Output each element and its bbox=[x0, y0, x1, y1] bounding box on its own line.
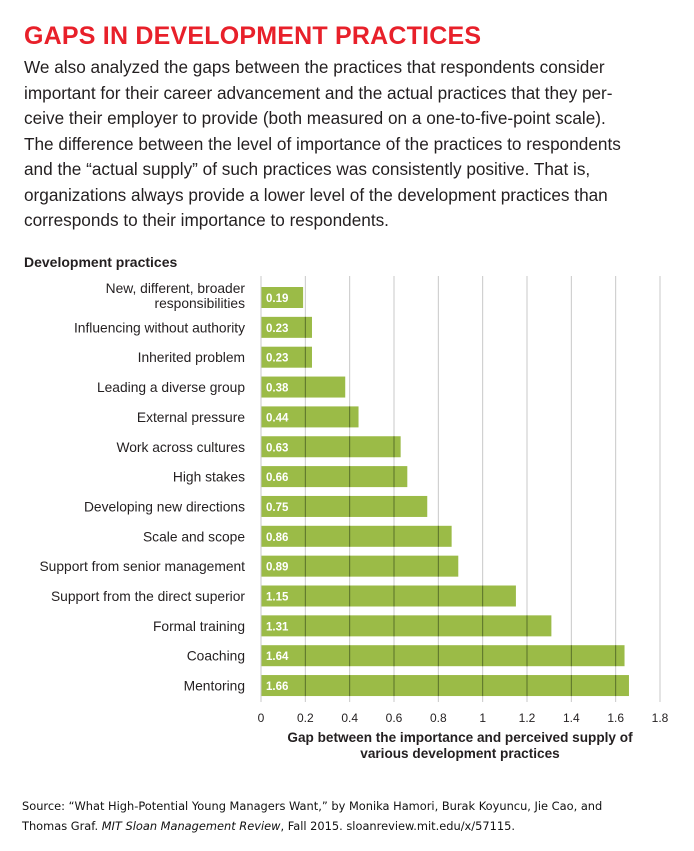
bar-value-label: 0.23 bbox=[266, 353, 288, 365]
category-label: Inherited problem bbox=[138, 350, 245, 365]
x-tick-label: 1.6 bbox=[607, 711, 624, 725]
intro-line: We also analyzed the gaps between the pr… bbox=[24, 57, 605, 77]
x-axis-title-line: Gap between the importance and perceived… bbox=[287, 730, 633, 745]
x-tick-label: 1 bbox=[479, 711, 486, 725]
bar-value-label: 0.38 bbox=[266, 383, 289, 395]
x-axis-title: Gap between the importance and perceived… bbox=[287, 730, 633, 761]
intro-line: organizations always provide a lower lev… bbox=[24, 184, 608, 205]
bar-value-label: 0.23 bbox=[266, 323, 288, 335]
bar-value-label: 1.15 bbox=[266, 592, 289, 604]
category-label: Support from senior management bbox=[39, 559, 245, 574]
category-label: External pressure bbox=[137, 410, 245, 425]
x-tick-label: 1.8 bbox=[652, 711, 669, 725]
source-line-1: Source: “What High-Potential Young Manag… bbox=[22, 799, 603, 813]
source-journal: MIT Sloan Management Review bbox=[101, 819, 281, 833]
source-note: Source: “What High-Potential Young Manag… bbox=[22, 796, 682, 836]
source-prefix: Thomas Graf. bbox=[22, 819, 102, 833]
category-label: Coaching bbox=[187, 649, 245, 664]
source-suffix: , Fall 2015. sloanreview.mit.edu/x/57115… bbox=[280, 819, 515, 833]
bars-layer bbox=[261, 276, 661, 702]
bar-chart: Development practices 0.19 New, different… bbox=[24, 254, 669, 761]
bar bbox=[261, 376, 346, 398]
category-label: Support from the direct superior bbox=[51, 589, 245, 604]
x-tick-label: 0 bbox=[258, 711, 265, 725]
bar-value-label: 0.44 bbox=[266, 412, 289, 424]
x-axis-title-line: various development practices bbox=[360, 746, 559, 761]
category-label: Leading a diverse group bbox=[97, 380, 245, 395]
page-title: GAPS IN DEVELOPMENT PRACTICES bbox=[24, 22, 482, 50]
bar bbox=[261, 645, 625, 667]
bar bbox=[261, 555, 459, 577]
bar bbox=[261, 287, 304, 308]
bar-value-label: 1.66 bbox=[266, 681, 288, 693]
bar bbox=[261, 466, 408, 488]
category-label: High stakes bbox=[173, 470, 245, 485]
category-label: responsibilities bbox=[155, 296, 246, 311]
bar bbox=[261, 525, 452, 547]
x-tick-label: 0.6 bbox=[386, 711, 403, 725]
bar bbox=[261, 406, 359, 428]
x-tick-label: 1.2 bbox=[519, 711, 536, 725]
bar bbox=[261, 436, 401, 458]
category-label: Work across cultures bbox=[116, 440, 245, 455]
bar-value-label: 0.75 bbox=[266, 502, 289, 514]
intro-line: and the “actual supply” of such practice… bbox=[24, 159, 591, 179]
bar-value-label: 0.63 bbox=[266, 442, 288, 454]
bar bbox=[261, 316, 312, 338]
category-label: Formal training bbox=[153, 619, 245, 634]
x-tick-label: 1.4 bbox=[563, 711, 580, 725]
grid-layer bbox=[260, 276, 617, 702]
category-axis-title: Development practices bbox=[24, 254, 177, 270]
bar-value-label: 0.86 bbox=[266, 532, 288, 544]
intro-line: corresponds to their importance to respo… bbox=[24, 210, 389, 230]
source-line-2: Thomas Graf. MIT Sloan Management Review… bbox=[22, 816, 682, 836]
category-label: Scale and scope bbox=[143, 529, 245, 544]
bar bbox=[261, 675, 629, 697]
bar-value-label: 1.64 bbox=[266, 651, 289, 663]
category-label: New, different, broader bbox=[106, 281, 246, 296]
x-tick-labels: 0 0.2 0.4 0.6 0.8 1 1.2 1.4 1.6 1.8 bbox=[258, 711, 669, 725]
bar-value-label: 0.66 bbox=[266, 472, 288, 484]
x-tick-label: 0.8 bbox=[430, 711, 447, 725]
x-tick-label: 0.4 bbox=[341, 711, 358, 725]
intro-line: ceive their employer to provide (both me… bbox=[24, 108, 606, 128]
category-label: Mentoring bbox=[184, 679, 245, 694]
bar bbox=[261, 346, 312, 368]
bar bbox=[261, 585, 516, 607]
category-label: Influencing without authority bbox=[74, 320, 245, 335]
intro-line: important for their career advancement a… bbox=[24, 82, 613, 103]
intro-paragraph: We also analyzed the gaps between the pr… bbox=[24, 55, 684, 234]
bar bbox=[261, 495, 428, 517]
intro-line: The difference between the level of impo… bbox=[24, 133, 621, 154]
x-tick-label: 0.2 bbox=[297, 711, 314, 725]
labels-layer: 0.19 New, different, broaderresponsibilit… bbox=[39, 281, 289, 694]
category-label: Developing new directions bbox=[84, 499, 245, 514]
bar bbox=[261, 615, 552, 637]
bar-value-label: 0.89 bbox=[266, 562, 288, 574]
bar-value-label: 1.31 bbox=[266, 621, 289, 633]
bar-value-label: 0.19 bbox=[266, 293, 288, 305]
